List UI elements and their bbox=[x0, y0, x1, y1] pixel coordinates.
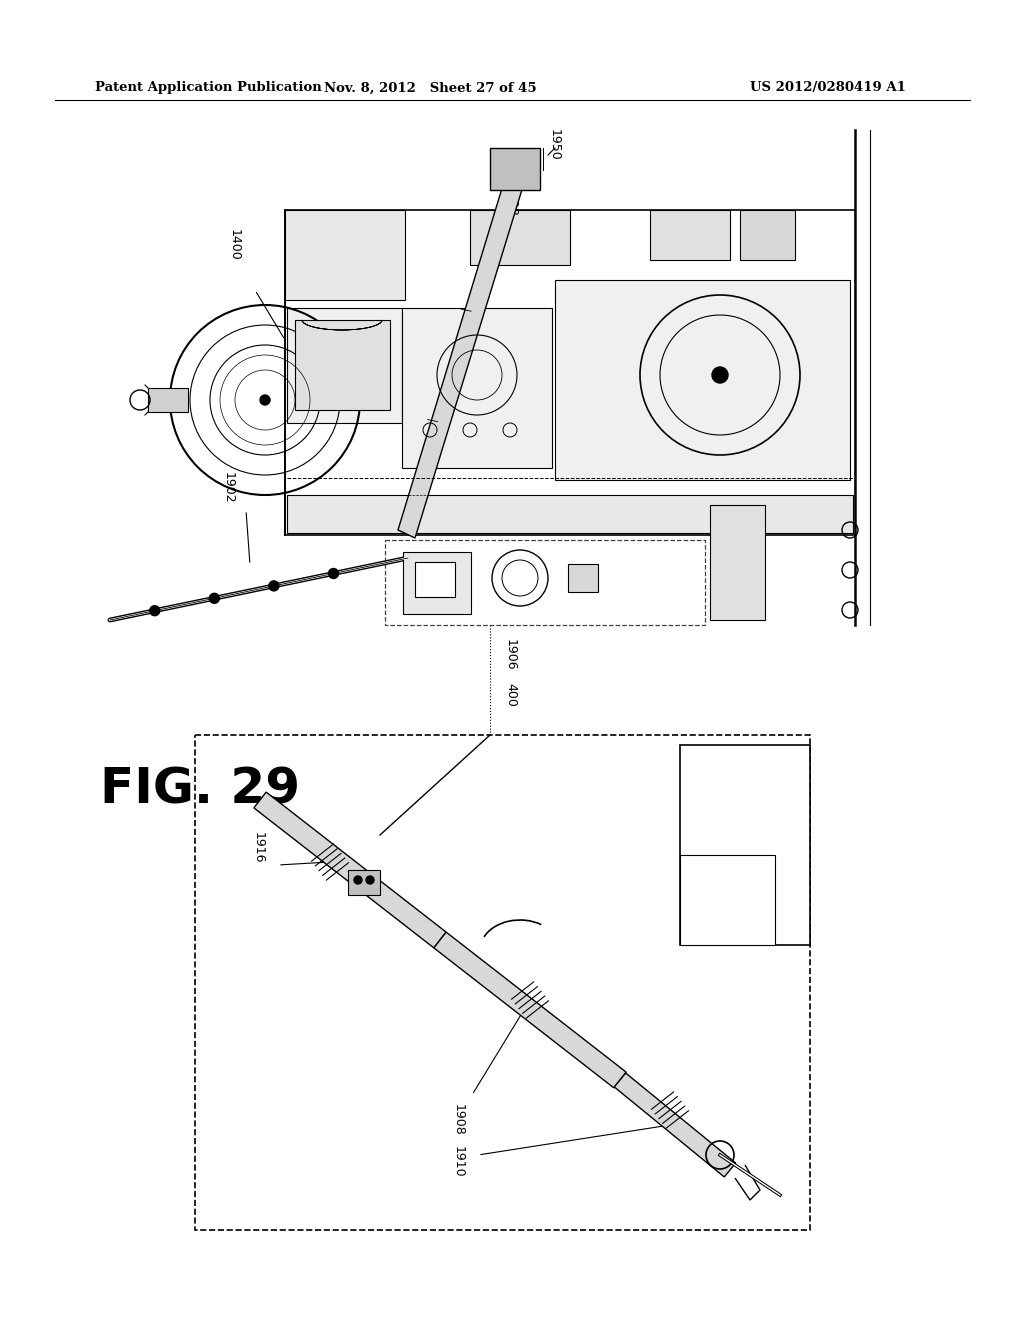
Text: FIG. 29: FIG. 29 bbox=[100, 766, 300, 814]
Circle shape bbox=[354, 876, 362, 884]
Text: Nov. 8, 2012   Sheet 27 of 45: Nov. 8, 2012 Sheet 27 of 45 bbox=[324, 82, 537, 95]
Bar bbox=[287, 308, 402, 422]
Polygon shape bbox=[434, 932, 626, 1088]
Bar bbox=[680, 855, 775, 945]
Text: 1908: 1908 bbox=[452, 1104, 465, 1137]
Text: 1902: 1902 bbox=[222, 473, 234, 504]
Bar bbox=[568, 564, 598, 591]
Text: 1400: 1400 bbox=[228, 230, 241, 261]
Bar bbox=[285, 210, 406, 300]
Text: 1950: 1950 bbox=[548, 129, 561, 161]
Bar bbox=[285, 210, 855, 535]
Text: 1906: 1906 bbox=[504, 639, 517, 671]
Text: Patent Application Publication: Patent Application Publication bbox=[95, 82, 322, 95]
Bar bbox=[710, 506, 765, 620]
Circle shape bbox=[269, 581, 279, 591]
Circle shape bbox=[209, 593, 219, 603]
Bar bbox=[490, 148, 540, 190]
Polygon shape bbox=[398, 162, 528, 539]
Circle shape bbox=[260, 395, 270, 405]
Polygon shape bbox=[254, 792, 446, 948]
Text: 400: 400 bbox=[504, 682, 517, 708]
Text: US 2012/0280419 A1: US 2012/0280419 A1 bbox=[750, 82, 906, 95]
Bar bbox=[148, 388, 188, 412]
Circle shape bbox=[366, 876, 374, 884]
Bar bbox=[348, 870, 380, 895]
Bar bbox=[555, 280, 850, 480]
Circle shape bbox=[329, 569, 339, 578]
Bar bbox=[680, 744, 810, 945]
Bar bbox=[295, 319, 390, 411]
Bar bbox=[385, 540, 705, 624]
Bar bbox=[287, 495, 853, 533]
Text: 1910: 1910 bbox=[452, 1146, 465, 1177]
Bar bbox=[415, 562, 455, 597]
Bar bbox=[650, 210, 730, 260]
Polygon shape bbox=[614, 1073, 735, 1177]
Text: 108: 108 bbox=[505, 193, 518, 216]
Bar bbox=[402, 308, 552, 469]
Circle shape bbox=[712, 367, 728, 383]
Circle shape bbox=[150, 606, 160, 615]
Bar bbox=[195, 735, 810, 1230]
Bar bbox=[740, 210, 795, 260]
Bar bbox=[403, 552, 471, 614]
Text: 1916: 1916 bbox=[252, 832, 265, 863]
Bar bbox=[470, 210, 570, 265]
